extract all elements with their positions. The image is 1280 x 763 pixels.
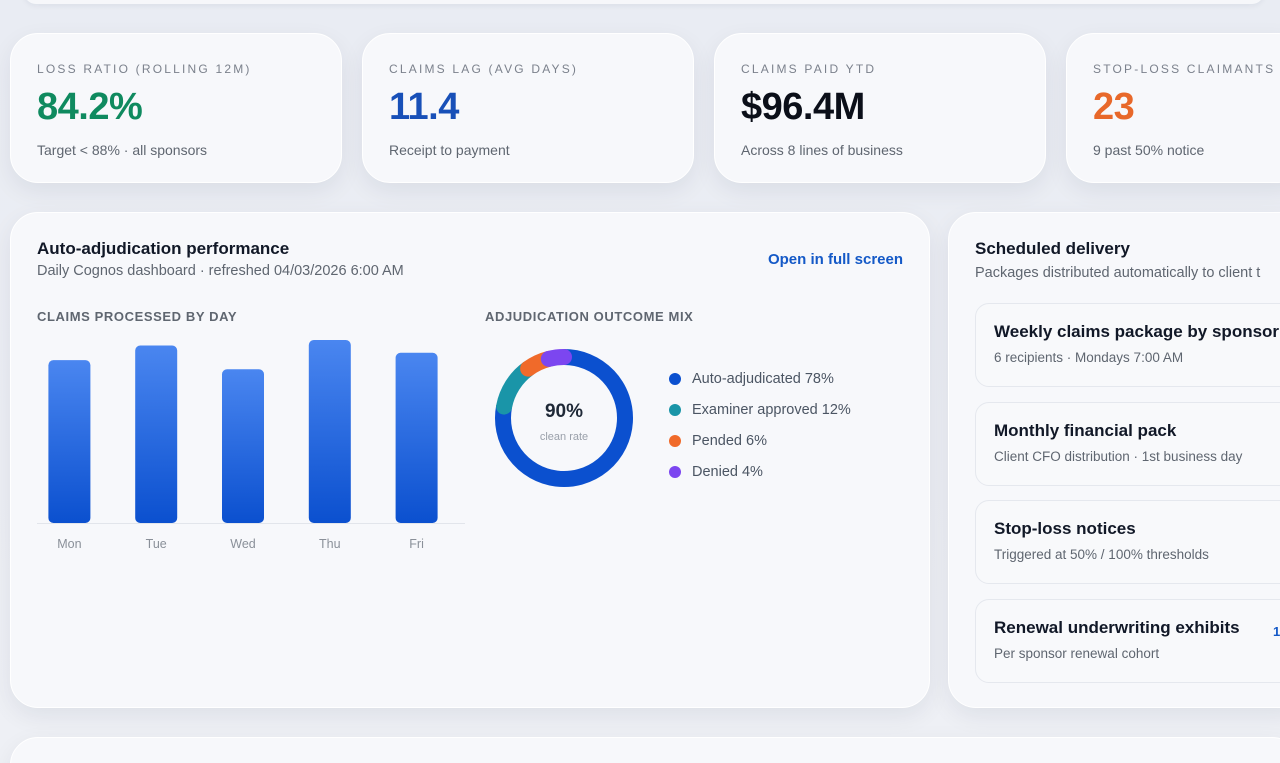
- schedule-item-count: 1,: [1273, 624, 1280, 639]
- schedule-item-desc: Client CFO distribution · 1st business d…: [994, 449, 1243, 464]
- kpi-subtext: Target < 88% · all sponsors: [37, 142, 208, 158]
- schedule-item-desc: Per sponsor renewal cohort: [994, 646, 1160, 661]
- schedule-item[interactable]: Stop-loss notices Triggered at 50% / 100…: [975, 500, 1280, 584]
- legend-label: Auto-adjudicated 78%: [692, 370, 834, 387]
- bottom-panel: [10, 737, 1280, 763]
- donut-chart-label: ADJUDICATION OUTCOME MIX: [485, 309, 694, 324]
- schedule-item-name: Stop-loss notices: [994, 519, 1136, 538]
- panel-subtitle: Daily Cognos dashboard · refreshed 04/03…: [37, 263, 404, 279]
- legend-dot: [669, 434, 681, 447]
- legend-dot: [669, 465, 681, 478]
- panel-subtitle: Packages distributed automatically to cl…: [975, 265, 1261, 281]
- legend-dot: [669, 372, 681, 385]
- legend-label: Examiner approved 12%: [692, 401, 851, 418]
- legend-item: Auto-adjudicated 78%: [669, 363, 851, 394]
- donut-slice: [495, 349, 633, 487]
- legend-item: Denied 4%: [669, 456, 851, 487]
- bar-thu: [308, 340, 351, 523]
- bar-wed: [222, 369, 264, 523]
- kpi-label: STOP-LOSS CLAIMANTS: [1093, 62, 1276, 76]
- kpi-subtext: Receipt to payment: [389, 142, 510, 158]
- kpi-value: $96.4M: [741, 86, 865, 128]
- kpi-card-stop-loss: STOP-LOSS CLAIMANTS 23 9 past 50% notice: [1066, 33, 1280, 183]
- donut-center-caption: clean rate: [539, 431, 589, 443]
- legend-item: Pended 6%: [669, 425, 851, 456]
- schedule-item[interactable]: Renewal underwriting exhibits Per sponso…: [975, 599, 1280, 683]
- bar-fri: [395, 352, 438, 523]
- legend-label: Pended 6%: [692, 432, 767, 449]
- kpi-card-loss-ratio: LOSS RATIO (ROLLING 12M) 84.2% Target < …: [10, 33, 342, 183]
- open-full-screen-link[interactable]: Open in full screen: [767, 251, 903, 268]
- bar-tick-label: Mon: [57, 537, 81, 551]
- scheduled-delivery-panel: Scheduled delivery Packages distributed …: [948, 212, 1280, 708]
- bar-chart-label: CLAIMS PROCESSED BY DAY: [37, 309, 238, 324]
- schedule-item[interactable]: Monthly financial pack Client CFO distri…: [975, 402, 1280, 486]
- panel-title: Auto-adjudication performance: [37, 239, 290, 258]
- legend-item: Examiner approved 12%: [669, 394, 851, 425]
- kpi-subtext: Across 8 lines of business: [741, 142, 903, 158]
- kpi-value: 11.4: [389, 86, 459, 128]
- donut-center-value: 90%: [544, 401, 584, 422]
- auto-adjudication-panel: Auto-adjudication performance Daily Cogn…: [10, 212, 930, 708]
- bar-tick-label: Thu: [319, 537, 341, 551]
- kpi-label: CLAIMS LAG (AVG DAYS): [389, 62, 579, 76]
- schedule-item-name: Monthly financial pack: [994, 421, 1177, 440]
- bar-tue: [135, 345, 178, 523]
- outcome-mix-donut: [495, 349, 633, 487]
- legend-label: Denied 4%: [692, 463, 763, 480]
- schedule-item-name: Weekly claims package by sponsor: [994, 322, 1280, 341]
- kpi-value: 84.2%: [37, 86, 143, 128]
- kpi-card-claims-lag: CLAIMS LAG (AVG DAYS) 11.4 Receipt to pa…: [362, 33, 694, 183]
- top-bar: [24, 0, 1264, 4]
- bar-tick-label: Fri: [409, 537, 424, 551]
- schedule-item-name: Renewal underwriting exhibits: [994, 618, 1240, 637]
- claims-by-day-chart: Mon Tue Wed Thu Fri: [37, 340, 465, 551]
- kpi-subtext: 9 past 50% notice: [1093, 142, 1205, 158]
- schedule-item[interactable]: Weekly claims package by sponsor 6 recip…: [975, 303, 1280, 387]
- schedule-item-desc: Triggered at 50% / 100% thresholds: [994, 547, 1209, 562]
- kpi-label: LOSS RATIO (ROLLING 12M): [37, 62, 252, 76]
- kpi-card-claims-paid: CLAIMS PAID YTD $96.4M Across 8 lines of…: [714, 33, 1046, 183]
- kpi-label: CLAIMS PAID YTD: [741, 62, 877, 76]
- bar-tick-label: Tue: [146, 537, 167, 551]
- donut-slice: [540, 349, 572, 367]
- legend-dot: [669, 403, 681, 416]
- donut-legend: Auto-adjudicated 78% Examiner approved 1…: [669, 363, 851, 487]
- schedule-item-desc: 6 recipients · Mondays 7:00 AM: [994, 350, 1184, 365]
- bar-mon: [48, 360, 91, 523]
- bar-tick-label: Wed: [230, 537, 256, 551]
- kpi-value: 23: [1093, 86, 1135, 128]
- panel-title: Scheduled delivery: [975, 239, 1130, 258]
